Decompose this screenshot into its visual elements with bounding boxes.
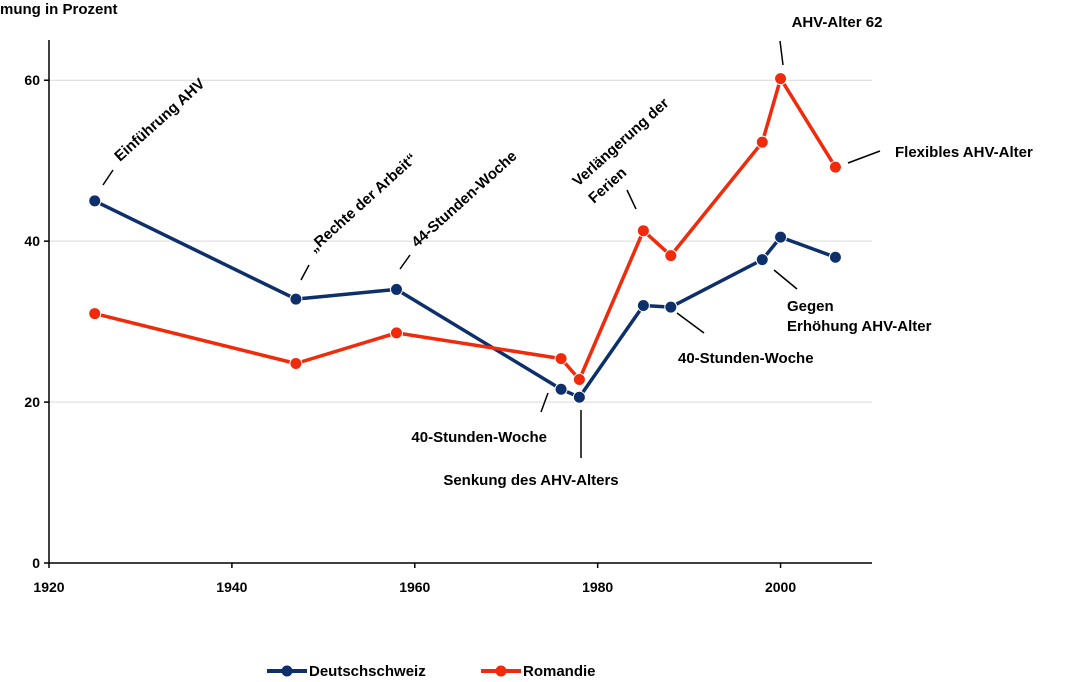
y-tick-label: 60 xyxy=(24,72,40,88)
annotation-leader xyxy=(847,150,881,164)
annotations: Einführung AHV „Rechte der Arbeit“44-Stun… xyxy=(111,14,1033,489)
x-tick-label: 1940 xyxy=(216,579,247,595)
annotation-label: Gegen xyxy=(787,298,834,315)
series-line-deutschschweiz xyxy=(93,199,837,399)
annotation-label: 44-Stunden-Woche xyxy=(408,148,520,251)
data-point xyxy=(636,224,650,238)
annotation-leader xyxy=(773,269,798,290)
data-point xyxy=(774,230,788,244)
annotation-leader xyxy=(626,189,637,210)
data-point xyxy=(774,72,788,86)
y-tick-label: 20 xyxy=(24,394,40,410)
data-point xyxy=(88,194,102,208)
data-point xyxy=(554,382,568,396)
annotation-label: Flexibles AHV-Alter xyxy=(895,144,1033,161)
data-point xyxy=(572,373,586,387)
x-tick-label: 1960 xyxy=(399,579,430,595)
annotation-label: 40-Stunden-Woche xyxy=(678,350,814,367)
annotation-label: Einführung AHV xyxy=(111,75,208,165)
annotation-leaders xyxy=(102,40,881,458)
annotation-leader xyxy=(102,169,114,186)
data-point xyxy=(389,326,403,340)
data-point xyxy=(664,300,678,314)
data-point xyxy=(88,307,102,321)
legend-label: Deutschschweiz xyxy=(309,663,426,680)
data-point xyxy=(636,299,650,313)
legend-label: Romandie xyxy=(523,663,596,680)
data-point xyxy=(389,282,403,296)
annotation-leader xyxy=(300,264,310,281)
data-point xyxy=(828,250,842,264)
y-tick-label: 0 xyxy=(32,555,40,571)
data-point xyxy=(289,292,303,306)
gridlines xyxy=(49,79,872,403)
annotation-leader xyxy=(540,392,549,413)
annotation-label: 40-Stunden-Woche xyxy=(411,429,547,446)
legend: Deutschschweiz Romandie xyxy=(267,663,596,680)
annotation-label: „Rechte der Arbeit“ xyxy=(305,150,420,256)
annotation-leader xyxy=(779,40,784,66)
x-tick-label: 2000 xyxy=(765,579,796,595)
data-point xyxy=(572,390,586,404)
legend-swatch-marker xyxy=(495,665,507,677)
axes: 0 20 40 60 1920 1940 1960 1980 2000 xyxy=(24,40,872,595)
annotation-label: Senkung des AHV-Alters xyxy=(443,472,618,489)
data-point xyxy=(755,135,769,149)
x-tick-label: 1920 xyxy=(33,579,64,595)
data-point xyxy=(554,352,568,366)
annotation-label: AHV-Alter 62 xyxy=(792,14,883,31)
series-group xyxy=(88,72,842,404)
data-point xyxy=(664,249,678,263)
data-point xyxy=(828,160,842,174)
annotation-leader xyxy=(676,312,705,334)
series-line-romandie xyxy=(94,76,837,382)
y-tick-label: 40 xyxy=(24,233,40,249)
legend-swatch-marker xyxy=(281,665,293,677)
y-axis-title: mung in Prozent xyxy=(0,1,118,18)
annotation-label: Erhöhung AHV-Alter xyxy=(787,318,932,335)
annotation-leader xyxy=(399,254,411,270)
data-point xyxy=(755,253,769,267)
data-point xyxy=(289,356,303,370)
x-tick-label: 1980 xyxy=(582,579,613,595)
